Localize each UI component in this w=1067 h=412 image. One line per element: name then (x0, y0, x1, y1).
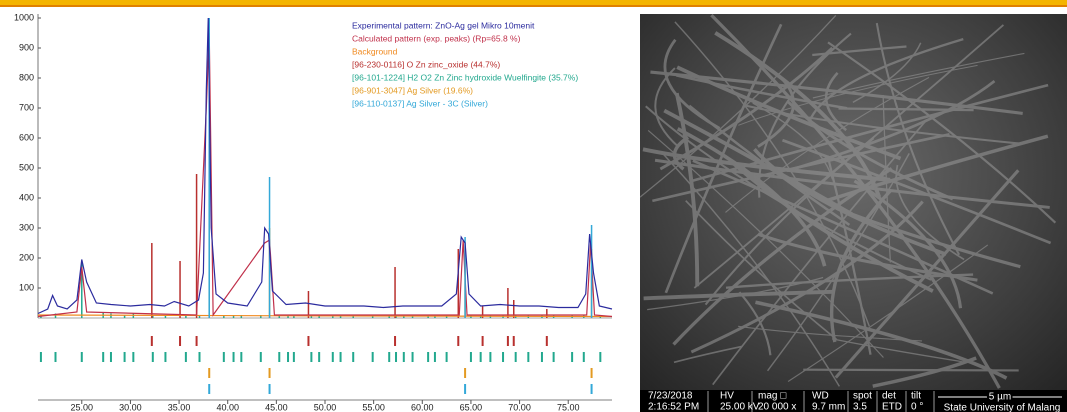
page: 5 µm State University of Malang 7/23/201… (0, 0, 1067, 412)
x-tick-label: 60.00 (411, 402, 434, 412)
figure: 5 µm State University of Malang 7/23/201… (0, 0, 1067, 412)
top-band-edge (0, 5, 1067, 7)
x-tick-label: 25.00 (71, 402, 94, 412)
y-tick-label: 800 (19, 72, 34, 82)
x-tick-label: 55.00 (362, 402, 385, 412)
legend-entry: Experimental pattern: ZnO-Ag gel Mikro 1… (352, 20, 535, 30)
y-tick-label: 900 (19, 42, 34, 52)
y-tick-label: 500 (19, 162, 34, 172)
info-value: 20 000 x (758, 402, 796, 412)
info-header: tilt (911, 391, 921, 402)
x-tick-label: 50.00 (314, 402, 337, 412)
info-value: ETD (882, 402, 902, 412)
legend-entry: [96-901-3047] Ag Silver (19.6%) (352, 85, 473, 95)
legend-entry: [96-101-1224] H2 O2 Zn Zinc hydroxide Wu… (352, 72, 578, 82)
legend-entry: Background (352, 46, 398, 56)
info-header: WD (812, 391, 829, 402)
y-tick-label: 300 (19, 222, 34, 232)
y-tick-label: 600 (19, 132, 34, 142)
x-tick-label: 35.00 (168, 402, 191, 412)
info-value: 0 ° (911, 402, 923, 412)
info-value: 2:16:52 PM (648, 402, 699, 412)
info-value: 25.00 kV (720, 402, 760, 412)
info-header: det (882, 391, 896, 402)
info-header: spot (853, 391, 872, 402)
x-tick-label: 30.00 (119, 402, 142, 412)
legend-entry: [96-110-0137] Ag Silver - 3C (Silver) (352, 98, 488, 108)
fiber (839, 108, 974, 110)
x-tick-label: 70.00 (508, 402, 531, 412)
info-value: 3.5 (853, 402, 867, 412)
x-tick-label: 45.00 (265, 402, 288, 412)
top-band (0, 0, 1067, 5)
sem-background (640, 14, 1067, 412)
x-tick-label: 75.00 (557, 402, 580, 412)
fiber (803, 370, 1018, 371)
info-header: 7/23/2018 (648, 391, 693, 402)
legend-entry: Calculated pattern (exp. peaks) (Rp=65.8… (352, 33, 521, 43)
y-tick-label: 1000 (14, 12, 34, 22)
info-header: HV (720, 391, 734, 402)
x-tick-label: 40.00 (216, 402, 239, 412)
y-tick-label: 700 (19, 102, 34, 112)
institution: State University of Malang (944, 403, 1061, 412)
sem-image: 5 µm State University of Malang 7/23/201… (640, 14, 1067, 412)
scale-label: 5 µm (989, 392, 1011, 403)
pattern-line (38, 18, 612, 314)
info-value: 9.7 mm (812, 402, 845, 412)
x-tick-label: 65.00 (460, 402, 483, 412)
y-tick-label: 400 (19, 192, 34, 202)
y-tick-label: 200 (19, 252, 34, 262)
info-header: mag □ (758, 391, 786, 402)
legend-entry: [96-230-0116] O Zn zinc_oxide (44.7%) (352, 59, 500, 69)
y-tick-label: 100 (19, 282, 34, 292)
